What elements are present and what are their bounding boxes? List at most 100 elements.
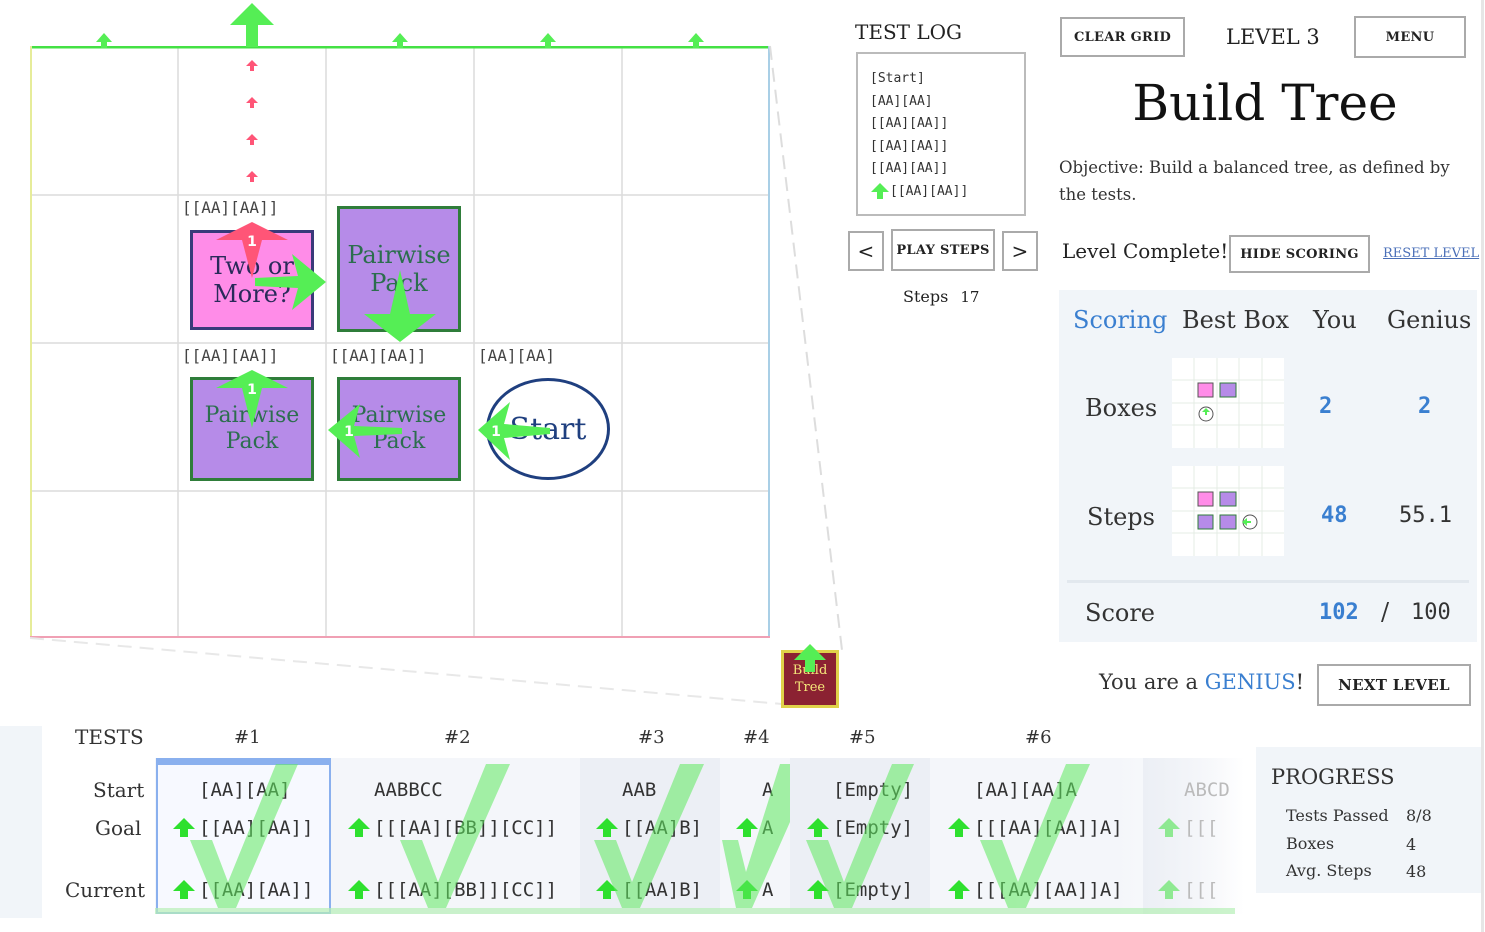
start-node[interactable]: Start (486, 378, 610, 480)
log-line: [[AA][AA]] (870, 181, 1014, 204)
game-grid[interactable]: [[AA][AA]] [[AA][AA]] [[AA][AA]] [AA][AA… (29, 3, 843, 705)
checkmark-icon (806, 764, 914, 908)
prev-step-button[interactable]: < (848, 231, 884, 271)
current-arrow-icon (348, 880, 370, 899)
test-goal-value: [[[ (1184, 817, 1219, 839)
clear-grid-button[interactable]: CLEAR GRID (1060, 17, 1185, 57)
next-level-button[interactable]: NEXT LEVEL (1317, 664, 1471, 706)
score-value: 102 (1319, 600, 1359, 625)
checkmark-icon (722, 764, 790, 908)
log-line: [Start] (870, 71, 925, 86)
score-max: 100 (1411, 600, 1451, 625)
best-boxes-thumbnail (1172, 358, 1284, 448)
tests-label: TESTS (75, 725, 144, 749)
cell-label: [[AA][AA]] (182, 198, 279, 217)
test-start-value: ABCD (1184, 779, 1230, 801)
genius-word: GENIUS (1204, 670, 1296, 694)
test-start-value: AABBCC (374, 779, 443, 801)
scoring-panel: Scoring Best Box You Genius Boxes 2 2 St… (1059, 290, 1477, 642)
goal-row-label: Goal (95, 816, 142, 840)
mini-up-arrow-icon (794, 644, 826, 672)
steps-counter: Steps 17 (903, 287, 979, 306)
start-row-label: Start (93, 778, 145, 802)
steps-value: 17 (960, 288, 980, 306)
cell-label: [[AA][AA]] (182, 346, 279, 365)
test-start-value: A (762, 779, 774, 801)
scoring-header: Scoring (1073, 306, 1168, 334)
cell-label: [AA][AA] (478, 346, 556, 365)
boxes-row-label: Boxes (1085, 394, 1158, 422)
genius-message-post: ! (1295, 670, 1305, 694)
score-label: Score (1085, 599, 1156, 627)
hide-scoring-button[interactable]: HIDE SCORING (1229, 235, 1370, 273)
checkmark-icon (980, 764, 1090, 908)
goal-arrow-icon (348, 818, 370, 837)
test-start-value: [AA][AA]A (974, 779, 1077, 801)
test-number[interactable]: #6 (1025, 727, 1052, 748)
progress-title: PROGRESS (1271, 765, 1395, 789)
current-arrow-icon (807, 880, 829, 899)
genius-message: You are a GENIUS! (1099, 670, 1304, 694)
cell-label: [[AA][AA]] (330, 346, 427, 365)
exit-arrow-icon (230, 3, 274, 47)
goal-arrow-icon (596, 818, 618, 837)
steps-label: Steps (903, 287, 949, 306)
scrollbar-track[interactable] (1481, 0, 1484, 932)
divider (1067, 580, 1469, 583)
pairwise-pack-box[interactable]: Pairwise Pack (337, 377, 461, 481)
progress-panel: PROGRESS Tests Passed 8/8 Boxes 4 Avg. S… (1256, 747, 1482, 893)
tests-passed-value: 8/8 (1406, 806, 1432, 825)
test-number[interactable]: #2 (444, 727, 471, 748)
boxes-label: Boxes (1286, 834, 1335, 853)
avg-steps-value: 48 (1406, 862, 1427, 881)
next-step-button[interactable]: > (1002, 231, 1038, 271)
best-box-header: Best Box (1182, 306, 1290, 334)
level-complete-text: Level Complete! (1062, 239, 1229, 263)
test-number[interactable]: #5 (849, 727, 876, 748)
log-line: [[AA][AA]] (870, 161, 949, 177)
level-indicator: LEVEL 3 (1226, 25, 1320, 49)
avg-steps-label: Avg. Steps (1286, 861, 1372, 880)
tests-side-panel (0, 726, 42, 918)
reset-level-link[interactable]: RESET LEVEL (1383, 246, 1480, 261)
test-log-title: TEST LOG (855, 20, 962, 44)
test-number[interactable]: #3 (638, 727, 665, 748)
test-number[interactable]: #4 (743, 727, 770, 748)
steps-row-label: Steps (1087, 503, 1155, 531)
menu-button[interactable]: MENU (1354, 16, 1466, 58)
score-separator: / (1381, 598, 1390, 626)
level-title: Build Tree (1132, 74, 1398, 132)
green-arrow-icon (871, 182, 889, 199)
goal-arrow-icon (807, 818, 829, 837)
test-start-value: AAB (622, 779, 657, 801)
goal-arrow-icon (173, 818, 195, 837)
play-steps-button[interactable]: PLAY STEPS (891, 229, 995, 271)
boxes-value: 4 (1406, 835, 1417, 854)
checkmark-icon (400, 764, 510, 908)
tests-row: TESTS Start Goal Current #1 #2 #3 #4 #5 … (0, 722, 1245, 922)
current-arrow-icon (173, 880, 195, 899)
pairwise-pack-box[interactable]: Pairwise Pack (337, 206, 461, 332)
you-header: You (1313, 306, 1357, 334)
current-arrow-icon (1158, 880, 1180, 899)
checkmark-icon (190, 764, 298, 908)
you-steps-value: 48 (1321, 503, 1348, 528)
two-or-more-box[interactable]: Two or More? (190, 230, 314, 330)
objective-text: Objective: Build a balanced tree, as def… (1059, 158, 1450, 204)
test-current-value: [[[ (1184, 879, 1219, 901)
checkmark-icon (594, 764, 704, 908)
genius-header: Genius (1387, 306, 1472, 334)
genius-message-pre: You are a (1099, 670, 1205, 694)
genius-boxes-value: 2 (1418, 394, 1432, 419)
grid-lines (30, 46, 770, 638)
genius-steps-value: 55.1 (1399, 503, 1452, 528)
pairwise-pack-box[interactable]: Pairwise Pack (190, 377, 314, 481)
tests-overlay (155, 764, 1235, 914)
best-steps-thumbnail (1172, 466, 1284, 556)
log-line-text: [[AA][AA]] (890, 183, 969, 199)
log-line: [[AA][AA]] (870, 116, 949, 132)
test-number[interactable]: #1 (234, 727, 261, 748)
current-arrow-icon (948, 880, 970, 899)
test-log: [Start] [AA][AA] [[AA][AA]] [[AA][AA]] [… (856, 52, 1026, 216)
test-column-bg (1143, 758, 1243, 914)
